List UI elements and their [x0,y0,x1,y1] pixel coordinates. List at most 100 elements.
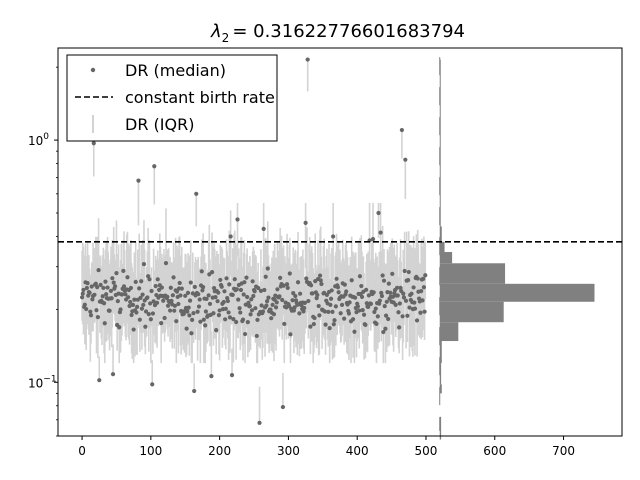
median-point [187,313,192,318]
median-point [266,295,271,300]
median-point [352,329,357,334]
title-subscript: 2 [222,31,230,45]
title-main: = 0.31622776601683794 [232,21,465,42]
median-point [372,309,377,315]
title-symbol: λ [210,21,222,42]
median-point [148,301,153,306]
median-point [110,372,116,377]
median-point [162,315,167,321]
median-point [84,285,89,291]
median-point [213,295,218,300]
median-point [177,280,182,286]
median-point [174,319,179,324]
median-point [150,311,156,316]
median-point [95,314,100,320]
median-point [403,157,408,162]
median-point [344,289,349,294]
median-point [301,309,306,314]
median-point [262,287,267,293]
histogram-bar [439,363,442,385]
histogram-bar [439,263,506,284]
median-point [384,299,389,304]
histogram-bar [439,252,453,264]
median-point [366,304,371,310]
median-point [123,292,128,297]
median-point [94,308,99,313]
median-point [188,280,193,285]
median-point [333,304,338,309]
median-point [386,316,391,322]
median-point [92,292,97,297]
median-point [95,285,100,290]
median-point [353,295,358,300]
median-point [252,289,257,294]
median-point [381,329,386,335]
median-point [138,295,143,300]
median-point [249,297,254,302]
chart-title: λ2 = 0.31622776601683794 [210,21,465,45]
histogram-bar [439,322,459,342]
median-point [235,217,240,222]
median-point [257,420,262,425]
median-point [104,292,109,297]
median-point [211,311,216,316]
median-point [360,308,365,313]
median-point [88,313,94,318]
median-point [168,285,173,290]
median-point [318,278,323,283]
x-tick-label: 200 [208,444,231,458]
median-point [137,286,142,291]
median-point [224,276,229,281]
median-point [227,282,232,287]
legend-label: constant birth rate [125,88,275,107]
median-point [254,333,259,339]
median-point [89,284,94,289]
median-point [222,289,227,294]
median-point [185,290,191,296]
median-point [378,230,383,235]
median-point [326,309,331,314]
median-point [302,305,307,311]
histogram-bar [439,283,595,302]
median-point [150,382,155,387]
median-point [295,280,301,285]
median-point [159,321,164,326]
median-point [225,298,230,304]
median-point [133,279,138,285]
median-point [178,293,183,298]
median-point [291,290,296,296]
median-point [334,276,339,281]
median-point [415,276,420,281]
median-point [87,290,92,295]
median-point [93,281,98,286]
median-point [376,210,381,216]
median-point [184,326,189,331]
median-point [339,302,345,307]
median-point [407,305,412,310]
median-point [132,297,137,302]
histogram-bar [439,170,441,227]
median-point [169,298,174,304]
median-point [114,271,119,276]
median-point [121,268,126,274]
median-point [101,285,106,291]
median-point [136,178,141,183]
median-point [148,317,153,322]
median-point [231,316,236,322]
median-point [402,268,407,274]
median-point [153,283,158,289]
legend-box [66,54,278,142]
median-point [155,277,160,282]
median-point [361,312,367,317]
median-point [379,290,384,295]
median-point [81,287,86,293]
median-point [91,141,96,146]
median-point [128,285,134,291]
median-point [238,310,243,315]
median-point [149,288,154,294]
median-point [250,279,255,284]
median-point [274,300,279,305]
median-point [109,296,114,301]
median-point [368,301,374,306]
median-point [190,317,195,322]
